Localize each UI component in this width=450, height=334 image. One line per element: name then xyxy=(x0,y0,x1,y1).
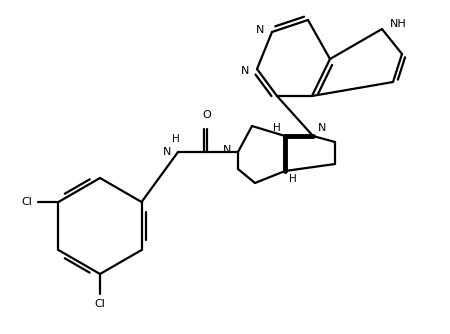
Text: NH: NH xyxy=(390,19,407,29)
Text: N: N xyxy=(162,147,171,157)
Text: O: O xyxy=(202,110,211,120)
Text: N: N xyxy=(256,25,264,35)
Text: N: N xyxy=(223,145,231,155)
Text: H: H xyxy=(172,134,180,144)
Text: Cl: Cl xyxy=(94,299,105,309)
Text: N: N xyxy=(318,123,326,133)
Text: H: H xyxy=(289,174,297,184)
Text: Cl: Cl xyxy=(21,197,32,207)
Text: H: H xyxy=(273,123,281,133)
Text: N: N xyxy=(241,66,249,76)
